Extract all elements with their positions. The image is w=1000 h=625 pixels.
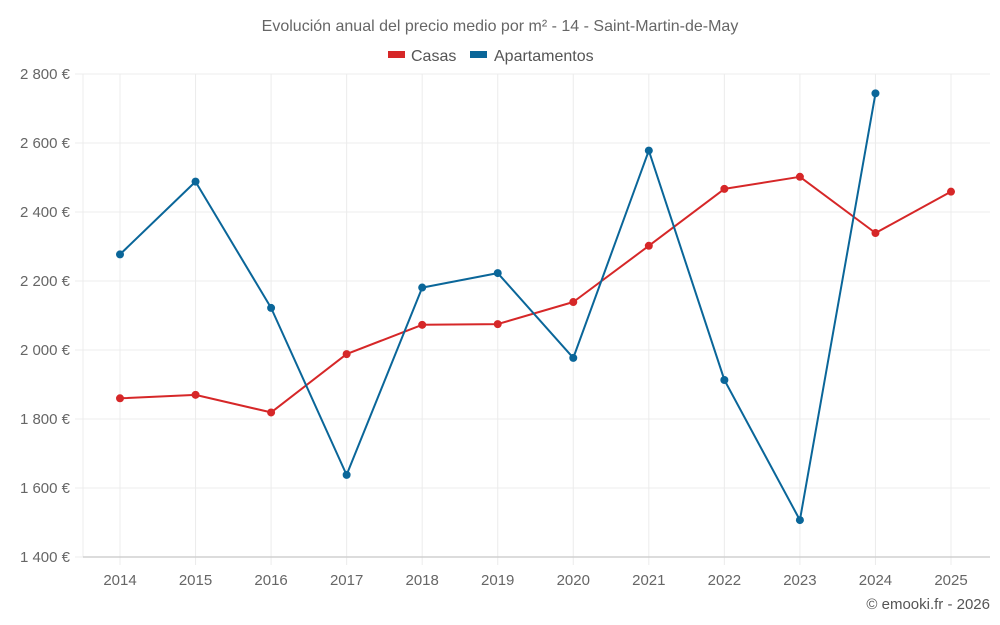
x-tick-label: 2014 bbox=[103, 572, 136, 589]
data-point bbox=[795, 516, 804, 525]
data-point bbox=[644, 146, 653, 155]
data-point bbox=[871, 89, 880, 98]
data-point bbox=[418, 320, 427, 329]
gridlines bbox=[82, 73, 990, 565]
data-point bbox=[191, 177, 200, 186]
data-point bbox=[116, 394, 124, 403]
y-tick-label: 2 600 € bbox=[20, 135, 71, 152]
chart-title: Evolución anual del precio medio por m² … bbox=[262, 18, 739, 35]
x-tick-label: 2022 bbox=[708, 572, 741, 589]
x-axis: 2014 2015 2016 2017 2018 2019 2020 2021 2022 2023… bbox=[83, 556, 990, 589]
legend-label-apartamentos: Apartamentos bbox=[494, 48, 594, 65]
credit-text: © emooki.fr - 2026 bbox=[866, 596, 990, 613]
y-axis: 1 400 € 1 600 € 1 800 € 2 000 € 2 200 € 2 400… bbox=[20, 66, 83, 566]
series-line-casas bbox=[119, 175, 952, 414]
data-point bbox=[267, 408, 276, 417]
data-point bbox=[342, 350, 351, 359]
y-tick-label: 2 400 € bbox=[20, 204, 71, 221]
legend-swatch-casas bbox=[388, 51, 405, 58]
x-tick-label: 2017 bbox=[330, 572, 363, 589]
data-point bbox=[342, 470, 351, 479]
data-point bbox=[795, 172, 804, 181]
y-tick-label: 2 800 € bbox=[20, 66, 71, 83]
series-group bbox=[116, 89, 955, 525]
legend-swatch-apartamentos bbox=[470, 51, 487, 58]
data-point bbox=[720, 376, 729, 385]
x-tick-label: 2016 bbox=[254, 572, 287, 589]
data-point bbox=[418, 283, 427, 292]
x-tick-label: 2019 bbox=[481, 572, 514, 589]
data-point bbox=[569, 298, 578, 307]
data-point bbox=[493, 320, 502, 329]
x-tick-label: 2021 bbox=[632, 572, 665, 589]
series-apartamentos bbox=[116, 89, 880, 525]
x-tick-label: 2018 bbox=[405, 572, 438, 589]
data-point bbox=[569, 353, 578, 362]
y-tick-label: 1 800 € bbox=[20, 411, 71, 428]
x-tick-label: 2020 bbox=[557, 572, 590, 589]
x-tick-label: 2015 bbox=[179, 572, 212, 589]
data-point bbox=[720, 184, 729, 193]
data-point bbox=[947, 187, 955, 196]
x-tick-label: 2025 bbox=[934, 572, 967, 589]
legend-label-casas: Casas bbox=[411, 48, 456, 65]
y-tick-label: 2 000 € bbox=[20, 342, 71, 359]
y-tick-label: 2 200 € bbox=[20, 273, 71, 290]
series-casas bbox=[116, 172, 955, 417]
data-point bbox=[191, 390, 200, 399]
data-point bbox=[644, 241, 653, 250]
x-tick-label: 2024 bbox=[859, 572, 892, 589]
x-tick-label: 2023 bbox=[783, 572, 816, 589]
data-point bbox=[493, 269, 502, 278]
y-tick-label: 1 600 € bbox=[20, 480, 71, 497]
data-point bbox=[871, 229, 880, 238]
y-tick-label: 1 400 € bbox=[20, 549, 71, 566]
data-point bbox=[116, 250, 124, 259]
data-point bbox=[267, 303, 276, 312]
legend: Casas Apartamentos bbox=[388, 48, 594, 65]
